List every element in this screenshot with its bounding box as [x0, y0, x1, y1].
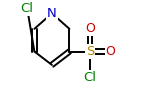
Text: O: O — [85, 22, 95, 35]
Text: O: O — [106, 45, 116, 58]
Text: N: N — [47, 7, 57, 20]
Text: Cl: Cl — [84, 71, 97, 84]
Text: S: S — [86, 45, 94, 58]
Text: Cl: Cl — [21, 2, 34, 15]
